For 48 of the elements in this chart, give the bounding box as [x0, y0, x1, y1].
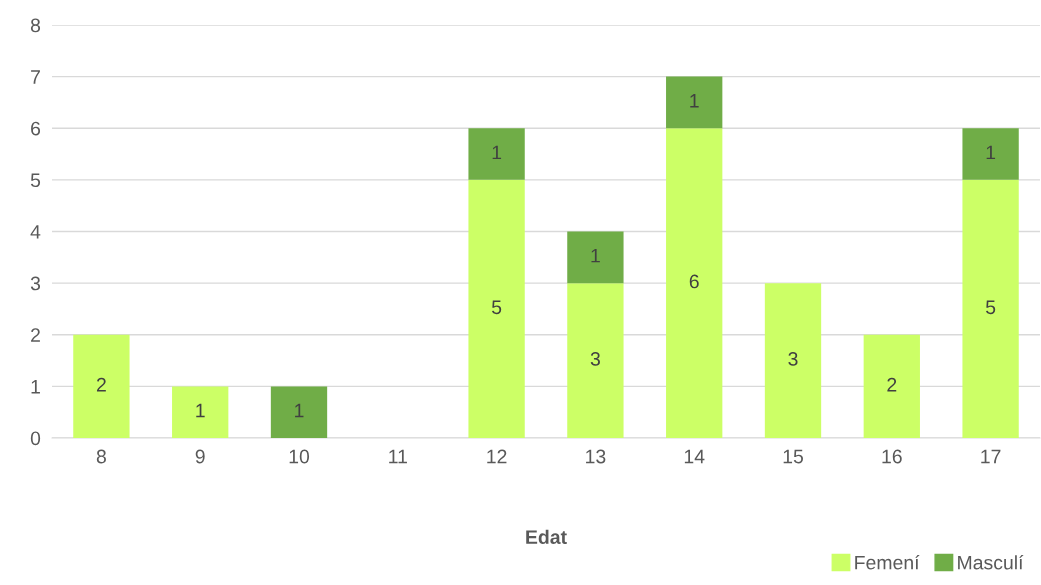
y-tick-label: 7	[31, 70, 40, 84]
data-label: 2	[887, 377, 897, 392]
data-label: 1	[690, 94, 699, 108]
x-tick-label: 16	[882, 449, 902, 464]
y-tick-label: 5	[30, 173, 41, 188]
bar	[666, 76, 723, 129]
bar	[962, 179, 1019, 438]
bar	[73, 334, 130, 438]
data-label: 6	[689, 274, 699, 289]
bar	[468, 179, 525, 438]
y-tick-label: 2	[31, 328, 40, 342]
y-tick-label: 8	[30, 18, 41, 33]
data-label: 1	[591, 248, 600, 263]
x-tick-label: 11	[389, 449, 407, 464]
data-label: 5	[491, 300, 502, 315]
bar	[567, 283, 624, 438]
data-label: 1	[986, 145, 996, 160]
x-tick-label: 9	[195, 449, 205, 464]
data-label: 1	[295, 403, 304, 418]
bar	[567, 231, 624, 284]
x-tick-label: 17	[981, 449, 1001, 464]
y-tick-label: 3	[30, 276, 41, 291]
bar	[468, 128, 525, 180]
y-tick-label: 1	[31, 380, 40, 394]
bar	[666, 128, 723, 438]
data-label: 3	[590, 352, 600, 366]
x-tick-label: 8	[96, 449, 106, 464]
bar	[962, 128, 1019, 180]
bar	[172, 386, 229, 438]
data-label: 1	[492, 145, 502, 160]
bar	[270, 386, 328, 438]
bar	[764, 283, 822, 438]
data-label: 3	[788, 352, 798, 366]
x-tick-label: 14	[684, 449, 705, 464]
y-tick-label: 4	[30, 225, 41, 239]
data-label: 5	[985, 300, 996, 315]
x-tick-label: 13	[586, 449, 606, 464]
x-axis-title: Edat	[526, 529, 567, 545]
legend-label: Femení	[855, 555, 920, 570]
y-tick-label: 6	[31, 121, 41, 136]
data-label: 1	[196, 403, 205, 418]
y-tick-label: 0	[30, 431, 41, 446]
legend-label: Masculí	[958, 555, 1024, 570]
x-tick-label: 15	[783, 449, 803, 464]
x-tick-label: 10	[289, 449, 310, 464]
bar	[863, 334, 920, 438]
data-label: 2	[96, 377, 106, 392]
x-tick-label: 12	[487, 449, 507, 464]
